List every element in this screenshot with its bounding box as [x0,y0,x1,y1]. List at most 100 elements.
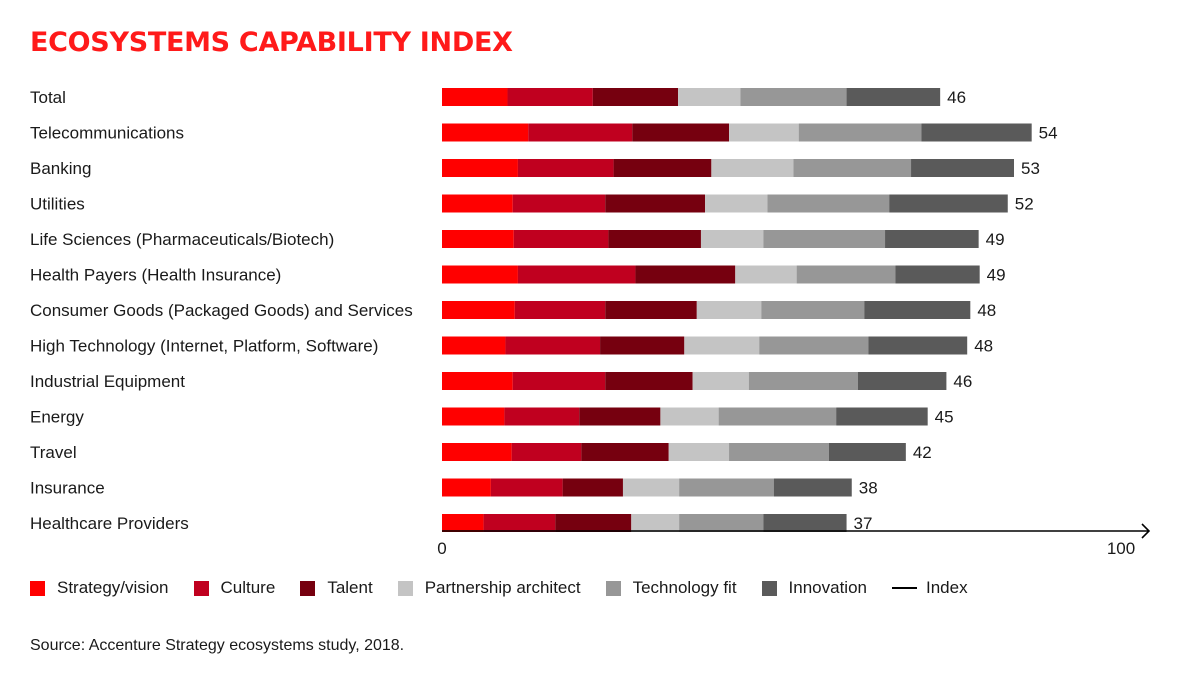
legend-item-partnership-architect: Partnership architect [397,578,581,598]
bar-culture-consumer-goods-packaged-goods-and-services [514,301,606,319]
legend-swatch-innovation [761,580,777,596]
legend-item-index: Index [892,578,968,598]
index-value-insurance: 38 [859,479,878,498]
bar-strategy-vision-healthcare-providers [442,514,484,532]
bar-technology-fit-travel [729,443,829,461]
legend-label-strategy-vision: Strategy/vision [57,578,169,597]
bar-culture-travel [511,443,582,461]
x-axis-arrow [1141,523,1151,539]
index-value-banking: 53 [1021,159,1040,178]
bar-strategy-vision-health-payers-health-insurance [442,265,518,284]
legend-item-innovation: Innovation [761,578,867,598]
bar-strategy-vision-high-technology-internet-platform-software [442,336,506,355]
x-axis: 0 100 [437,523,1151,558]
bar-partnership-architect-telecommunications [729,123,799,142]
bar-strategy-vision-insurance [442,478,491,497]
bar-partnership-architect-high-technology-internet-platform-software [684,336,760,355]
bar-talent-high-technology-internet-platform-software [600,336,685,355]
bar-partnership-architect-consumer-goods-packaged-goods-and-services [696,301,762,319]
bar-strategy-vision-telecommunications [442,123,529,142]
index-value-health-payers-health-insurance: 49 [987,266,1006,285]
bar-technology-fit-insurance [679,478,774,497]
category-label-banking: Banking [30,159,91,178]
bar-talent-healthcare-providers [555,514,632,532]
bar-innovation-travel [828,443,906,461]
bar-partnership-architect-industrial-equipment [692,372,749,390]
bar-partnership-architect-health-payers-health-insurance [735,265,797,284]
bar-culture-energy [504,407,580,426]
bar-innovation-utilities [889,194,1008,213]
index-value-life-sciences-pharmaceuticals-biotech: 49 [986,230,1005,249]
bar-partnership-architect-life-sciences-pharmaceuticals-biotech [700,230,764,248]
bar-strategy-vision-energy [442,407,505,426]
index-value-high-technology-internet-platform-software: 48 [974,337,993,356]
bar-talent-energy [579,407,661,426]
bar-culture-total [507,88,593,106]
index-value-telecommunications: 54 [1039,124,1058,143]
bar-innovation-total [846,88,941,106]
category-label-energy: Energy [30,408,84,427]
legend-line-index [892,587,917,589]
category-label-industrial-equipment: Industrial Equipment [30,372,185,391]
bar-technology-fit-life-sciences-pharmaceuticals-biotech [763,230,886,248]
bar-innovation-energy [836,407,928,426]
chart-title: ECOSYSTEMS CAPABILITY INDEX [30,27,513,58]
bar-technology-fit-banking [793,159,912,177]
bar-innovation-banking [911,159,1014,177]
category-label-consumer-goods-packaged-goods-and-services: Consumer Goods (Packaged Goods) and Serv… [30,301,413,320]
legend-swatch-partnership-architect [397,580,413,596]
bar-innovation-telecommunications [921,123,1032,142]
category-label-travel: Travel [30,443,77,462]
legend-label-index: Index [926,578,968,597]
index-value-industrial-equipment: 46 [953,372,972,391]
bar-innovation-life-sciences-pharmaceuticals-biotech [885,230,979,248]
bar-talent-travel [581,443,669,461]
bar-talent-telecommunications [632,123,730,142]
legend-label-innovation: Innovation [788,578,867,597]
bar-culture-high-technology-internet-platform-software [505,336,601,355]
bar-partnership-architect-travel [668,443,730,461]
bar-partnership-architect-energy [660,407,719,426]
bar-talent-banking [613,159,712,177]
bar-strategy-vision-banking [442,159,518,177]
bar-segments [442,88,1032,532]
bar-talent-consumer-goods-packaged-goods-and-services [605,301,697,319]
legend-item-talent: Talent [300,578,373,598]
bar-technology-fit-health-payers-health-insurance [796,265,896,284]
bar-talent-insurance [562,478,623,497]
bar-culture-insurance [490,478,563,497]
bar-technology-fit-industrial-equipment [748,372,858,390]
bar-technology-fit-energy [718,407,837,426]
bar-talent-total [592,88,679,106]
bar-partnership-architect-insurance [622,478,680,497]
index-value-consumer-goods-packaged-goods-and-services: 48 [977,301,996,320]
stacked-bar-chart: Total Telecommunications Banking Utilities L… [30,88,1151,558]
bar-innovation-healthcare-providers [763,514,847,532]
bar-strategy-vision-total [442,88,508,106]
bar-partnership-architect-total [678,88,741,106]
bar-culture-utilities [512,194,606,213]
bar-technology-fit-consumer-goods-packaged-goods-and-services [761,301,865,319]
bar-strategy-vision-consumer-goods-packaged-goods-and-services [442,301,515,319]
bar-culture-healthcare-providers [483,514,556,532]
x-tick-label-100: 100 [1107,539,1135,558]
category-label-healthcare-providers: Healthcare Providers [30,514,189,533]
legend: Strategy/vision Culture Talent Partnership … [30,577,993,599]
bar-culture-telecommunications [528,123,633,142]
bar-technology-fit-healthcare-providers [679,514,764,532]
bar-culture-health-payers-health-insurance [517,265,636,284]
index-value-travel: 42 [913,443,932,462]
bar-technology-fit-total [740,88,847,106]
legend-swatch-talent [300,580,316,596]
category-label-high-technology-internet-platform-software: High Technology (Internet, Platform, Sof… [30,337,378,356]
category-label-total: Total [30,88,66,107]
bar-partnership-architect-utilities [705,194,768,213]
bar-innovation-insurance [773,478,852,497]
category-labels: Total Telecommunications Banking Utilities L… [30,88,413,533]
bar-talent-utilities [605,194,706,213]
index-value-utilities: 52 [1015,195,1034,214]
category-label-utilities: Utilities [30,195,85,214]
bar-technology-fit-high-technology-internet-platform-software [759,336,869,355]
legend-label-talent: Talent [327,578,373,597]
